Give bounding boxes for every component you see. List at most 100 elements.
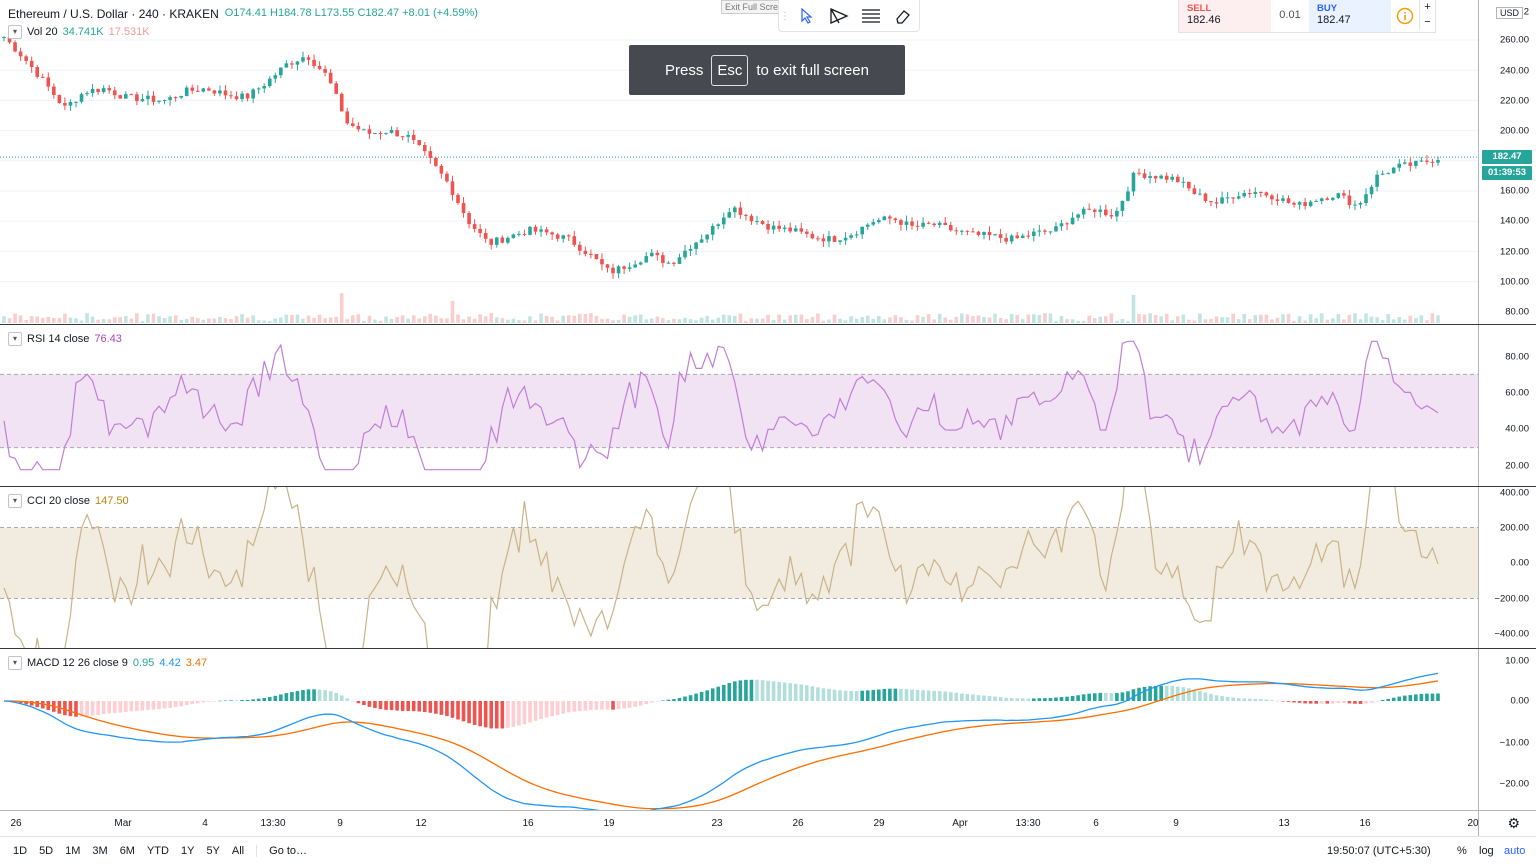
volume-bar xyxy=(400,315,405,323)
symbol-legend[interactable]: Ethereum / U.S. Dollar · 240 · KRAKEN O1… xyxy=(8,7,478,21)
macd-hist-bar xyxy=(633,701,637,707)
time-axis[interactable]: 26 Mar 4 13:30 9 12 16 19 23 26 29 Apr 1… xyxy=(0,810,1479,836)
macd-hist-bar xyxy=(838,690,842,701)
macd-hist-bar xyxy=(351,700,355,702)
candle-body xyxy=(544,229,549,233)
range-1d[interactable]: 1D xyxy=(13,844,28,857)
candle-body xyxy=(151,95,156,102)
volume-bar xyxy=(638,314,643,323)
chevron-down-icon[interactable]: ▾ xyxy=(8,25,22,39)
macd-hist-bar xyxy=(395,701,399,711)
range-all[interactable]: All xyxy=(231,844,245,857)
pane-separator[interactable] xyxy=(0,486,1536,487)
price-pane[interactable] xyxy=(0,0,1478,324)
drag-handle-icon[interactable]: ⋮ xyxy=(780,10,790,22)
vol-legend[interactable]: ▾ Vol 20 34.741K 17.531K xyxy=(8,25,150,39)
volume-bar xyxy=(140,320,145,323)
currency-badge[interactable]: USD xyxy=(1496,7,1524,19)
chevron-down-icon[interactable]: ▾ xyxy=(8,494,22,508)
rsi-pane[interactable] xyxy=(0,325,1478,486)
volume-bar xyxy=(1242,313,1247,323)
candle-body xyxy=(727,212,732,218)
cci-pane[interactable] xyxy=(0,487,1478,648)
exit-fullscreen-label[interactable]: Exit Full Scre xyxy=(721,0,783,14)
candle-body xyxy=(1070,217,1075,225)
pane-separator[interactable] xyxy=(0,648,1536,649)
range-1m[interactable]: 1M xyxy=(65,844,81,857)
info-icon[interactable] xyxy=(1391,0,1419,32)
volume-bar xyxy=(96,319,100,323)
buy-button[interactable]: BUY 182.47 xyxy=(1309,0,1391,32)
volume-bar xyxy=(1275,317,1280,323)
candle-body xyxy=(661,255,665,263)
candle-body xyxy=(1192,188,1197,194)
macd-hist-bar xyxy=(201,701,206,703)
candle-body xyxy=(68,101,73,106)
range-ytd[interactable]: YTD xyxy=(146,844,169,857)
volume-bar xyxy=(1164,313,1169,323)
range-3m[interactable]: 3M xyxy=(92,844,108,857)
cursor-icon[interactable] xyxy=(791,0,823,32)
macd-hist-bar xyxy=(173,701,178,708)
candle-body xyxy=(1408,162,1413,166)
macd-legend[interactable]: ▾ MACD 12 26 close 9 0.95 4.42 3.47 xyxy=(8,656,207,670)
trend-tools-icon[interactable] xyxy=(823,0,855,32)
minus-button[interactable]: − xyxy=(1419,15,1435,30)
volume-bar xyxy=(1098,316,1103,323)
volume-bar xyxy=(533,320,538,323)
rsi-line xyxy=(3,340,1439,471)
macd-hist-bar xyxy=(434,701,438,714)
range-5d[interactable]: 5D xyxy=(39,844,54,857)
macd-axis[interactable]: 10.00 0.00 −10.00 −20.00 xyxy=(1478,649,1536,810)
candle-body xyxy=(860,226,864,235)
macd-hist-bar xyxy=(1386,698,1390,701)
macd-hist-bar xyxy=(539,701,543,720)
sell-button[interactable]: SELL 182.46 xyxy=(1179,0,1271,32)
gear-icon[interactable]: ⚙ xyxy=(1507,815,1520,831)
goto-button[interactable]: Go to… xyxy=(256,844,307,857)
volume-bar xyxy=(1325,319,1330,323)
range-6m[interactable]: 6M xyxy=(119,844,135,857)
price-tick: 140.00 xyxy=(1499,215,1529,227)
auto-toggle[interactable]: auto xyxy=(1504,844,1526,857)
range-buttons: 1D 5D 1M 3M 6M YTD 1Y 5Y All xyxy=(0,845,250,857)
chevron-down-icon[interactable]: ▾ xyxy=(8,656,22,670)
volume-bar xyxy=(13,313,17,323)
candle-body xyxy=(849,235,853,238)
time-label: 23 xyxy=(711,818,723,829)
candle-body xyxy=(1308,201,1313,207)
candle-body xyxy=(821,238,826,242)
candle-body xyxy=(312,59,316,66)
range-5y[interactable]: 5Y xyxy=(206,844,220,857)
eraser-icon[interactable] xyxy=(887,0,919,32)
price-axis[interactable]: 2 260.00 240.00 220.00 200.00 160.00 140… xyxy=(1478,0,1536,324)
macd-hist-bar xyxy=(1142,686,1147,701)
rsi-legend[interactable]: ▾ RSI 14 close 76.43 xyxy=(8,332,122,346)
chevron-down-icon[interactable]: ▾ xyxy=(8,332,22,346)
percent-toggle[interactable]: % xyxy=(1457,844,1467,857)
clock[interactable]: 19:50:07 (UTC+5:30) xyxy=(1327,844,1431,857)
fib-tools-icon[interactable] xyxy=(855,0,887,32)
plus-button[interactable]: + xyxy=(1419,0,1435,15)
volume-bar xyxy=(1425,320,1429,323)
pane-separator[interactable] xyxy=(0,324,1536,325)
volume-bar xyxy=(190,316,195,323)
volume-bar xyxy=(666,320,671,323)
macd-hist-bar xyxy=(605,701,610,710)
settings-corner[interactable]: ⚙ xyxy=(1478,810,1536,836)
candle-body xyxy=(223,90,228,96)
volume-bar xyxy=(1408,315,1413,323)
candle-body xyxy=(827,236,831,242)
macd-hist-bar xyxy=(589,701,593,711)
range-1y[interactable]: 1Y xyxy=(180,844,195,857)
candle-body xyxy=(112,90,117,96)
candle-body xyxy=(295,61,300,65)
candle-body xyxy=(1203,193,1208,201)
cci-axis[interactable]: 400.00 200.00 0.00 −200.00 −400.00 xyxy=(1478,487,1536,648)
volume-bar xyxy=(982,317,986,323)
macd-tick: −20.00 xyxy=(1499,778,1529,790)
cci-legend[interactable]: ▾ CCI 20 close 147.50 xyxy=(8,494,129,508)
rsi-axis[interactable]: 80.00 60.00 40.00 20.00 xyxy=(1478,325,1536,486)
macd-pane[interactable] xyxy=(0,649,1478,810)
log-toggle[interactable]: log xyxy=(1479,844,1494,857)
